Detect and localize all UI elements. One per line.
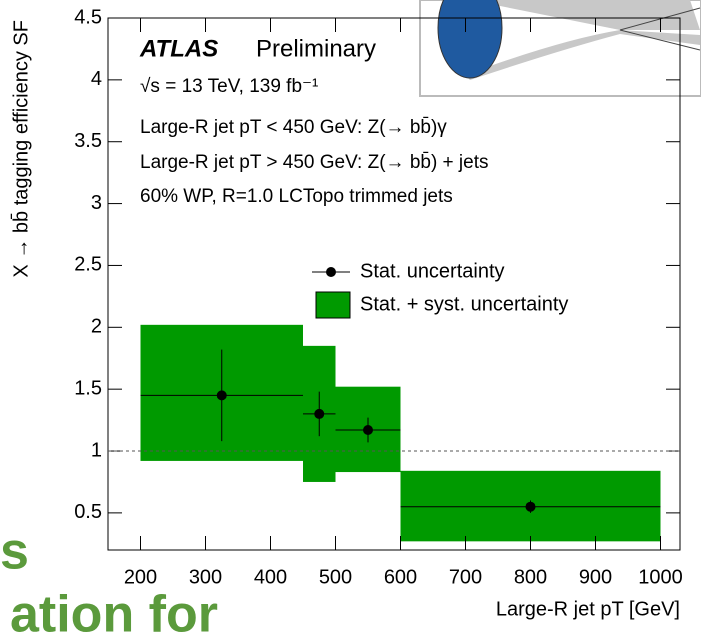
line bbox=[619, 29, 701, 51]
y-axis-title: X → bb̄ tagging efficiency SF bbox=[9, 20, 32, 278]
legend-label: Stat. uncertainty bbox=[360, 260, 505, 282]
slide-image bbox=[419, 0, 701, 97]
legend-swatch bbox=[315, 291, 351, 319]
data-point bbox=[314, 408, 325, 419]
annotation: Large-R jet pT < 450 GeV: Z(→ bb̄)γ bbox=[140, 117, 447, 138]
x-tick-label: 900 bbox=[579, 566, 612, 588]
y-tick-label: 2 bbox=[91, 316, 102, 338]
x-axis-title: Large-R jet pT [GeV] bbox=[496, 598, 680, 620]
y-tick-label: 0.5 bbox=[74, 501, 102, 523]
y-tick-label: 2.5 bbox=[74, 254, 102, 276]
data-point bbox=[363, 424, 373, 435]
plot-frame bbox=[107, 17, 681, 551]
x-tick-label: 700 bbox=[449, 566, 482, 588]
x-tick-label: 800 bbox=[514, 566, 547, 588]
x-tick-label: 400 bbox=[254, 566, 287, 588]
x-tick-label: 300 bbox=[189, 566, 222, 588]
cone bbox=[470, 0, 700, 30]
data-point bbox=[216, 390, 227, 401]
y-tick-label: 4.5 bbox=[74, 6, 102, 28]
x-tick-label: 500 bbox=[319, 566, 352, 588]
x-tick-label: 1000 bbox=[638, 566, 683, 588]
experiment-label: ATLAS bbox=[139, 35, 218, 62]
status-label: Preliminary bbox=[256, 35, 376, 62]
legend-label: Stat. + syst. uncertainty bbox=[360, 293, 568, 315]
y-tick-label: 4 bbox=[91, 68, 102, 90]
y-tick-label: 1 bbox=[91, 439, 102, 461]
ellipse bbox=[437, 0, 503, 79]
slide-text: ation for bbox=[10, 586, 218, 636]
y-tick-label: 1.5 bbox=[74, 377, 102, 399]
x-tick-label: 200 bbox=[124, 566, 157, 588]
legend-marker bbox=[326, 267, 336, 277]
annotation: 60% WP, R=1.0 LCTopo trimmed jets bbox=[140, 186, 453, 207]
annotation: Large-R jet pT > 450 GeV: Z(→ bb̄) + jet… bbox=[140, 152, 489, 173]
y-tick-label: 3.5 bbox=[74, 130, 102, 152]
data-point bbox=[525, 501, 536, 512]
annotation: √s = 13 TeV, 139 fb⁻¹ bbox=[140, 76, 318, 97]
y-tick-label: 3 bbox=[91, 192, 102, 214]
cone-lower bbox=[465, 30, 700, 80]
x-tick-label: 600 bbox=[384, 566, 417, 588]
slide-text: s bbox=[0, 523, 29, 581]
